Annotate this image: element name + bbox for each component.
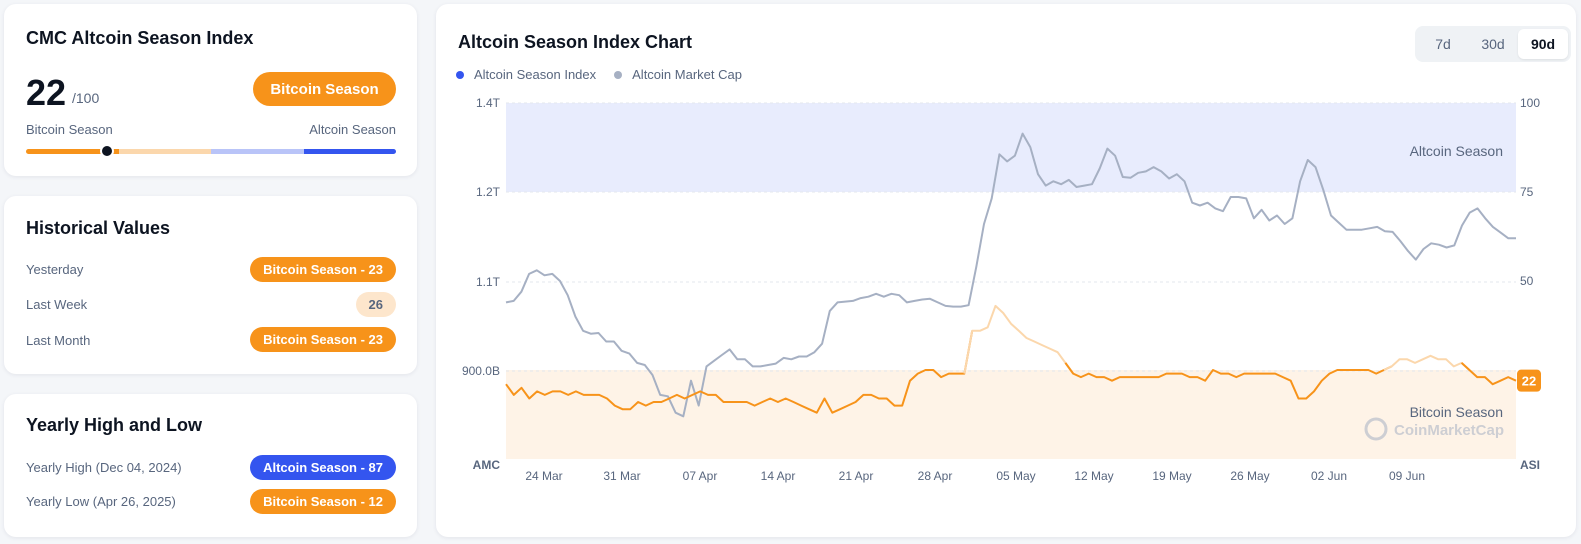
scale-segment-altcoin	[303, 149, 396, 154]
x-axis-tick: 02 Jun	[1311, 469, 1347, 483]
range-90d-button[interactable]: 90d	[1518, 29, 1568, 59]
scale-right-label: Altcoin Season	[309, 122, 396, 137]
coinmarketcap-logo-icon	[1364, 417, 1388, 441]
historical-row-badge: 26	[355, 292, 396, 317]
yearly-low-label: Yearly Low (Apr 26, 2025)	[26, 494, 176, 509]
yearly-low-badge: Bitcoin Season - 12	[250, 489, 396, 514]
zone-label: Altcoin Season	[1410, 143, 1503, 159]
index-score-max: /100	[72, 90, 100, 106]
x-axis-tick: 05 May	[996, 469, 1035, 483]
altcoin-season-index-line	[1460, 362, 1517, 386]
yearly-high-text: Yearly High	[26, 460, 93, 475]
historical-row-label: Last Month	[26, 333, 91, 348]
left-axis-tick: 1.4T	[476, 96, 501, 110]
scale-segment-bitcoin-light	[118, 149, 211, 154]
chart-title: Altcoin Season Index Chart	[458, 32, 693, 52]
market-cap-line	[505, 132, 1516, 418]
x-axis-tick: 09 Jun	[1389, 469, 1425, 483]
range-7d-button[interactable]: 7d	[1435, 36, 1451, 52]
x-axis-tick: 07 Apr	[683, 469, 718, 483]
yearly-low-text: Yearly Low	[26, 494, 90, 509]
chart-legend: Altcoin Season Index Altcoin Market Cap	[456, 67, 760, 82]
x-axis-tick: 24 Mar	[525, 469, 562, 483]
altcoin-season-index-card: CMC Altcoin Season Index 22 /100 Bitcoin…	[4, 4, 417, 176]
x-axis-tick: 12 May	[1074, 469, 1113, 483]
scale-segment-bitcoin	[26, 149, 119, 154]
season-scale-bar	[26, 149, 396, 154]
season-indicator-knob	[100, 144, 115, 158]
historical-row-badge: Bitcoin Season - 23	[250, 257, 396, 282]
legend-item-market-cap[interactable]: Altcoin Market Cap	[614, 67, 742, 82]
altcoin-season-index-line	[505, 330, 974, 414]
historical-row-badge: Bitcoin Season - 23	[250, 327, 396, 352]
yearly-title: Yearly High and Low	[26, 415, 203, 435]
latest-value-tag	[1517, 369, 1541, 392]
right-axis-title: ASI	[1520, 458, 1540, 472]
yearly-low-date: (Apr 26, 2025)	[92, 494, 176, 509]
historical-row-label: Last Week	[26, 297, 88, 312]
watermark-text: CoinMarketCap	[1394, 422, 1504, 439]
range-selector: 7d 30d 90d	[1415, 26, 1571, 62]
x-axis-tick: 14 Apr	[761, 469, 796, 483]
legend-dot-icon	[456, 70, 464, 79]
x-axis-tick: 31 Mar	[603, 469, 640, 483]
legend-item-index[interactable]: Altcoin Season Index	[456, 67, 596, 82]
x-axis-tick: 19 May	[1152, 469, 1191, 483]
left-axis-title: AMC	[473, 458, 501, 472]
season-zone-band	[506, 370, 1516, 459]
x-axis-tick: 26 May	[1230, 469, 1269, 483]
right-axis-tick: 50	[1520, 274, 1534, 288]
yearly-high-badge: Altcoin Season - 87	[250, 455, 396, 480]
latest-value-label: 22	[1522, 374, 1536, 389]
index-chart-card: Altcoin Season Bitcoin Season CoinMarketCa…	[436, 4, 1576, 537]
scale-left-label: Bitcoin Season	[26, 122, 113, 137]
zone-label: Bitcoin Season	[1410, 404, 1503, 420]
left-axis-tick: 900.0B	[462, 364, 500, 378]
legend-label: Altcoin Season Index	[474, 67, 597, 82]
yearly-high-date: (Dec 04, 2024)	[95, 460, 182, 475]
yearly-high-low-card: Yearly High and Low Yearly High (Dec 04,…	[4, 394, 417, 537]
altcoin-season-index-line	[963, 304, 1075, 375]
coinmarketcap-watermark: CoinMarketCap	[1364, 417, 1504, 441]
x-axis-tick: 21 Apr	[839, 469, 874, 483]
altcoin-season-index-line	[1383, 354, 1471, 371]
season-zone-band	[506, 103, 1516, 192]
index-card-title: CMC Altcoin Season Index	[26, 28, 254, 48]
legend-dot-icon	[614, 70, 623, 79]
scale-segment-altcoin-light	[211, 149, 304, 154]
historical-values-card: Historical Values Yesterday Bitcoin Seas…	[4, 196, 417, 374]
left-axis-tick: 1.2T	[476, 185, 501, 199]
historical-title: Historical Values	[26, 218, 171, 238]
index-score: 22	[26, 72, 67, 113]
yearly-high-label: Yearly High (Dec 04, 2024)	[26, 460, 182, 475]
legend-label: Altcoin Market Cap	[632, 67, 742, 82]
range-30d-button[interactable]: 30d	[1481, 36, 1505, 52]
index-chart: Altcoin Season Bitcoin Season CoinMarketCa…	[462, 96, 1541, 483]
altcoin-season-index-line	[1064, 362, 1393, 400]
right-axis-tick: 75	[1520, 185, 1534, 199]
current-season-badge: Bitcoin Season	[253, 72, 396, 106]
left-axis-tick: 1.1T	[476, 275, 501, 289]
x-axis-tick: 28 Apr	[918, 469, 953, 483]
right-axis-tick: 100	[1520, 96, 1540, 110]
historical-row-label: Yesterday	[26, 262, 84, 277]
